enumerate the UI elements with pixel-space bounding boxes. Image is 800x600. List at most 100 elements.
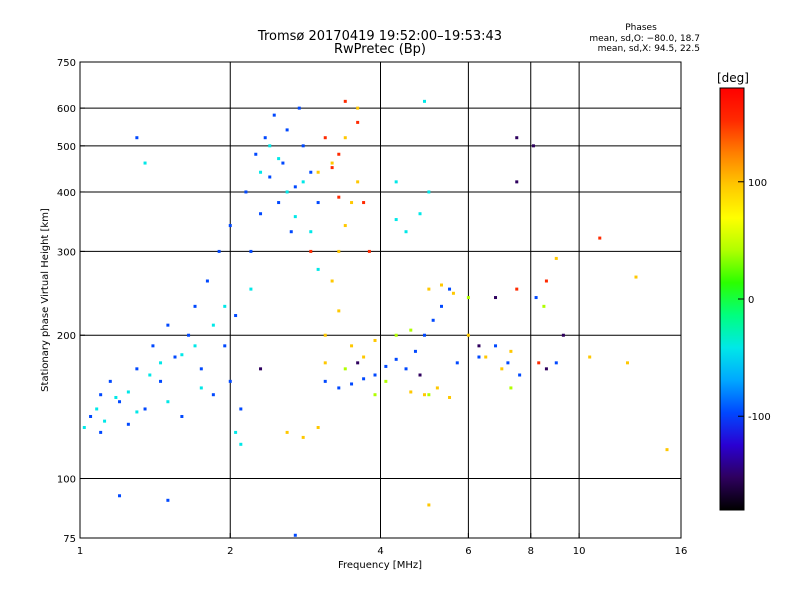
data-point [330, 161, 334, 165]
data-point [477, 355, 481, 359]
data-point [316, 170, 320, 174]
data-point [350, 382, 354, 386]
y-tick-label: 600 [57, 104, 76, 115]
x-tick-label: 4 [377, 546, 383, 557]
chart-subtitle: RwPretec (Bp) [334, 42, 426, 57]
data-point [159, 361, 163, 365]
data-point [404, 367, 408, 371]
y-tick-label: 100 [57, 475, 76, 486]
data-point [451, 291, 455, 295]
data-point [431, 318, 435, 322]
data-point [509, 349, 513, 353]
data-point [135, 367, 139, 371]
data-point [554, 361, 558, 365]
x-tick-label: 8 [528, 546, 534, 557]
y-axis-label: Stationary phase Virtual Height [km] [40, 208, 51, 392]
data-point [143, 407, 147, 411]
x-tick-label: 1 [77, 546, 83, 557]
data-point [598, 236, 602, 240]
data-point [561, 333, 565, 337]
data-point [356, 361, 360, 365]
colorbar-ticks: 100 0 -100 [738, 178, 771, 423]
data-point [588, 355, 592, 359]
data-point [281, 161, 285, 165]
data-point [272, 113, 276, 117]
data-point [151, 344, 155, 348]
x-axis-ticks: 1 2 4 6 8 10 16 [77, 533, 688, 557]
y-tick-label: 500 [57, 142, 76, 153]
data-point [350, 201, 354, 205]
data-point [249, 249, 253, 253]
data-point [217, 249, 221, 253]
data-point [268, 175, 272, 179]
y-tick-label: 400 [57, 188, 76, 199]
data-point [409, 390, 413, 394]
data-point [542, 304, 546, 308]
data-point [126, 390, 130, 394]
data-point [494, 296, 498, 300]
data-point [293, 215, 297, 219]
data-point [337, 152, 341, 156]
data-point [506, 361, 510, 365]
data-point [148, 373, 152, 377]
data-point [234, 314, 238, 318]
data-point [394, 180, 398, 184]
data-point [228, 224, 232, 228]
data-point [89, 414, 93, 418]
data-point [323, 136, 327, 140]
data-point [293, 533, 297, 537]
data-point [515, 136, 519, 140]
data-point [350, 344, 354, 348]
data-point [394, 218, 398, 222]
stats-heading: Phases [625, 23, 657, 33]
data-point [223, 304, 227, 308]
data-point [193, 344, 197, 348]
data-point [166, 498, 170, 502]
data-point [343, 99, 347, 103]
colorbar-tick-label: -100 [748, 412, 771, 423]
data-point [99, 430, 103, 434]
data-point [404, 230, 408, 234]
data-point [293, 185, 297, 189]
data-point [263, 136, 267, 140]
data-point [277, 201, 281, 205]
data-point [228, 379, 232, 383]
data-point [126, 422, 130, 426]
data-point [95, 407, 99, 411]
data-point [223, 344, 227, 348]
data-point [356, 106, 360, 110]
data-point [301, 435, 305, 439]
data-point [343, 136, 347, 140]
data-point [665, 448, 669, 452]
data-point [199, 367, 203, 371]
data-point [343, 367, 347, 371]
data-point [455, 361, 459, 365]
colorbar-label: [deg] [717, 71, 749, 85]
data-point [285, 430, 289, 434]
data-point [477, 344, 481, 348]
data-point [384, 379, 388, 383]
data-point [249, 287, 253, 291]
data-point [316, 201, 320, 205]
data-point [515, 180, 519, 184]
x-axis-label: Frequency [MHz] [338, 560, 422, 571]
data-point [422, 393, 426, 397]
data-point [285, 190, 289, 194]
data-point [500, 367, 504, 371]
data-point [323, 333, 327, 337]
x-tick-label: 16 [675, 546, 688, 557]
data-point [180, 353, 184, 357]
data-point [173, 355, 177, 359]
data-point [362, 355, 366, 359]
stats-box: Phases mean, sd,O: −80.0, 18.7 mean, sd,… [589, 23, 700, 54]
data-point [394, 357, 398, 361]
data-point [301, 180, 305, 184]
data-point [159, 379, 163, 383]
data-point [297, 106, 301, 110]
x-tick-label: 2 [227, 546, 233, 557]
data-point [427, 393, 431, 397]
data-point [427, 503, 431, 507]
data-point [234, 430, 238, 434]
data-point [435, 386, 439, 390]
data-point [337, 249, 341, 253]
